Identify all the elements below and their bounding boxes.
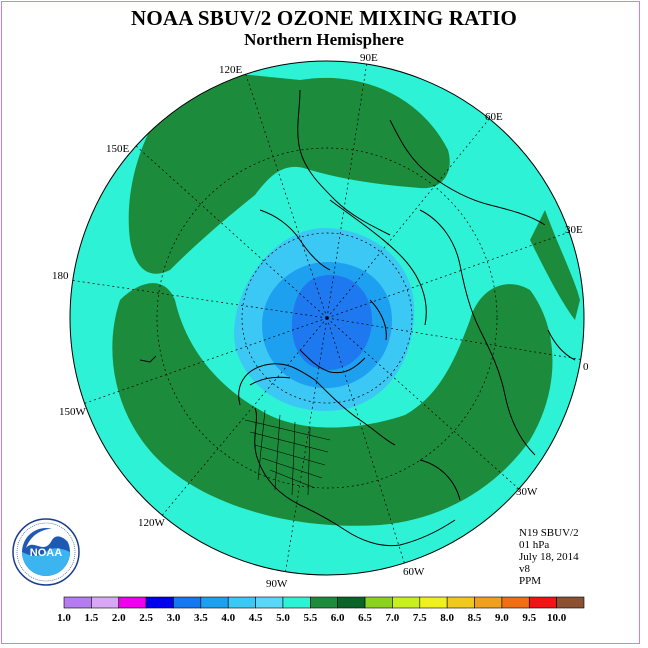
lon-label-30w: 30W [516,486,538,498]
colorbar-tick-label: 9.5 [522,612,536,624]
colorbar-tick-label: 8.0 [440,612,454,624]
colorbar-box [91,596,120,609]
lon-label-120w: 120W [138,517,166,529]
colorbar-box [173,596,202,609]
info-version: v8 [519,563,530,575]
lon-label-0: 0 [583,361,589,373]
colorbar-box [282,596,311,609]
colorbar-box [392,596,421,609]
map-subtitle: Northern Hemisphere [244,30,404,49]
colorbar-tick-label: 8.5 [468,612,482,624]
colorbar-tick-label: 4.0 [221,612,235,624]
colorbar-tick-label: 6.5 [358,612,372,624]
colorbar-box [474,596,503,609]
colorbar-tick-label: 2.5 [139,612,153,624]
colorbar-box [200,596,229,609]
colorbar-tick-label: 3.0 [167,612,181,624]
colorbar-box [63,596,92,609]
colorbar-tick-label: 7.5 [413,612,427,624]
colorbar-tick-label: 1.0 [57,612,71,624]
map-title: NOAA SBUV/2 OZONE MIXING RATIO [131,6,517,30]
colorbar-box [528,596,557,609]
us-state-borders [244,409,331,496]
green-region-south [112,283,553,526]
map-boundary [69,60,585,576]
green-region-east-edge [530,210,580,320]
colorbar-tick-label: 7.0 [386,612,400,624]
lon-label-180: 180 [52,270,69,282]
colorbar-tick-label: 4.5 [249,612,263,624]
lon-label-150e: 150E [106,143,130,155]
info-date: July 18, 2014 [519,551,579,563]
lon-label-60w: 60W [403,566,425,578]
logo-text: NOAA [30,547,62,559]
colorbar-tick-label: 9.0 [495,612,509,624]
colorbar-tick-label: 5.0 [276,612,290,624]
figure-frame [1,1,640,644]
colorbar-tick-label: 6.0 [331,612,345,624]
colorbar-tick-label: 1.5 [84,612,98,624]
noaa-logo: NOAA [12,518,80,586]
coastlines [139,89,576,547]
colorbar-box [446,596,475,609]
colorbar-box [310,596,338,609]
info-units: PPM [519,575,542,587]
colorbar-box [118,596,147,609]
colorbar-ticks: 1.0 1.5 2.0 2.5 3.0 3.5 4.0 4.5 5.0 5.5 6.0 6.5 7.0 7… [57,612,567,624]
info-satellite: N19 SBUV/2 [519,527,579,539]
info-level: 01 hPa [519,539,550,551]
green-region-east [128,77,450,274]
colorbar-box [364,596,393,609]
colorbar-tick-label: 10.0 [547,612,567,624]
colorbar-box [337,596,366,609]
lon-label-60e: 60E [485,111,503,123]
colorbar-tick-label: 2.0 [112,612,126,624]
colorbar-tick-label: 5.5 [303,612,317,624]
lon-label-120e: 120E [219,64,243,76]
lon-label-90e: 90E [360,52,378,64]
colorbar-boxes [63,596,585,609]
lon-label-150w: 150W [59,406,87,418]
colorbar-box [556,596,585,609]
colorbar-box [419,596,448,609]
longitude-labels: 90E 60E 30E 0 30W 60W 90W 120W 150W 180 … [52,52,589,590]
colorbar-box [227,596,256,609]
colorbar-box [255,596,284,609]
lon-label-90w: 90W [266,578,288,590]
graticule [70,61,584,575]
colorbar-box [501,596,530,609]
colorbar-box [145,596,174,609]
colorbar-tick-label: 3.5 [194,612,208,624]
lon-label-30e: 30E [565,224,583,236]
